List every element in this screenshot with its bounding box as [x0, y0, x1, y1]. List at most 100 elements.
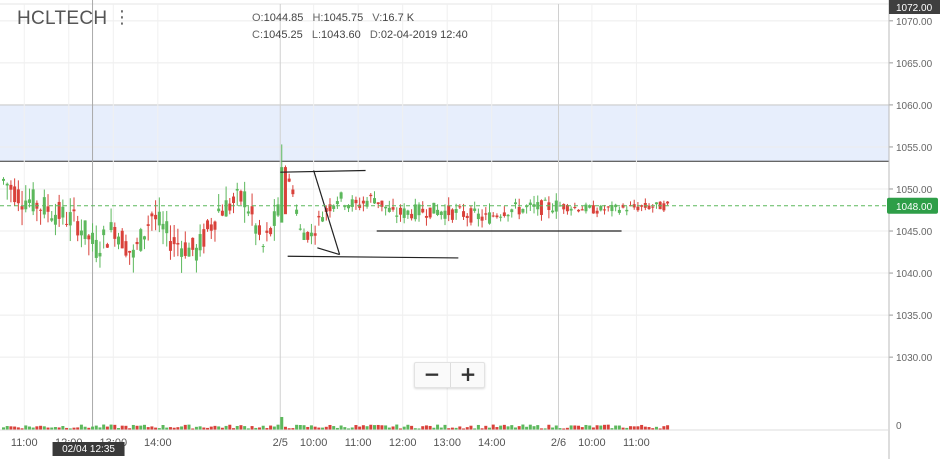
- volume-bar: [413, 428, 417, 430]
- crosshair-time-badge: [52, 442, 125, 456]
- y-tick-label: 1050.00: [896, 185, 933, 196]
- x-tick-label: 14:00: [478, 437, 506, 449]
- symbol-title[interactable]: HCLTECH: [17, 8, 108, 29]
- candle-body: [79, 230, 83, 236]
- volume-bar: [117, 428, 121, 430]
- x-tick-label: 11:00: [623, 437, 650, 449]
- volume-bar: [298, 425, 302, 430]
- candles-layer: [2, 144, 670, 273]
- volume-bar: [150, 426, 154, 430]
- volume-bar: [9, 426, 13, 430]
- x-tick-label: 2/5: [273, 437, 288, 449]
- volume-bar: [599, 425, 603, 430]
- volume-bar: [265, 428, 269, 430]
- candle-body: [94, 239, 98, 258]
- candle-body: [202, 229, 206, 247]
- candle-body: [332, 205, 336, 209]
- candle-body: [376, 202, 380, 205]
- low-value: 1043.60: [321, 29, 361, 41]
- candle-body: [413, 204, 417, 220]
- x-tick-label: 10:00: [578, 437, 606, 449]
- candle-body: [432, 202, 436, 214]
- volume-bar: [57, 427, 61, 430]
- resistance-zone: [0, 104, 889, 162]
- drawn-trendline: [287, 255, 459, 259]
- volume-bar: [410, 425, 414, 430]
- candle-body: [395, 215, 399, 217]
- volume-bar: [213, 425, 217, 430]
- volume-bar: [39, 425, 43, 430]
- candle-body: [536, 202, 540, 210]
- candle-body: [61, 206, 65, 218]
- date-value: 02-04-2019 12:40: [380, 29, 468, 41]
- ohlc-readout-row-2: C:1045.25 L:1043.60 D:02-04-2019 12:40: [252, 29, 468, 41]
- candle-body: [528, 202, 532, 206]
- volume-bar: [543, 428, 547, 430]
- candle-body: [157, 211, 161, 226]
- candle-body: [610, 205, 614, 212]
- candle-body: [562, 204, 566, 210]
- candle-body: [198, 234, 202, 251]
- volume-bar: [480, 428, 484, 430]
- candle-body: [391, 207, 395, 210]
- candle-body: [577, 209, 581, 212]
- volume-bar: [168, 427, 172, 430]
- close-label: C:: [252, 29, 263, 41]
- candle-body: [339, 192, 343, 199]
- candle-body: [428, 207, 432, 218]
- volume-bar: [209, 426, 213, 430]
- volume-bar: [654, 426, 658, 430]
- candle-body: [232, 196, 236, 204]
- zoom-in-button[interactable]: +: [450, 363, 485, 387]
- candle-body: [72, 209, 76, 212]
- zoom-out-button[interactable]: −: [423, 362, 441, 386]
- candle-body: [154, 214, 158, 220]
- volume-bar: [376, 424, 380, 430]
- candle-body: [261, 246, 265, 248]
- drawn-trendline: [313, 170, 341, 255]
- candle-body: [636, 206, 640, 211]
- volume-bar: [365, 426, 369, 430]
- candle-body: [283, 167, 287, 215]
- volume-bar: [476, 424, 480, 430]
- volume-bar: [569, 425, 573, 430]
- y-tick-label: 1060.00: [896, 101, 933, 112]
- volume-bar: [387, 427, 391, 430]
- volume-bar: [283, 426, 287, 430]
- x-tick-label: 14:00: [144, 437, 172, 449]
- candle-body: [495, 215, 499, 218]
- volume-bar: [532, 426, 536, 430]
- candle-body: [406, 210, 410, 215]
- candle-body: [254, 225, 258, 234]
- candle-body: [187, 247, 191, 257]
- candle-body: [217, 208, 221, 212]
- more-options-icon[interactable]: ⋮: [113, 7, 131, 28]
- candle-body: [220, 210, 224, 216]
- volume-bar: [588, 425, 592, 430]
- volume-bar: [154, 427, 158, 430]
- volume-bar: [87, 427, 91, 430]
- x-tick-label: 11:00: [345, 437, 372, 449]
- volume-bar: [124, 425, 128, 430]
- candle-body: [206, 220, 210, 230]
- candle-body: [257, 225, 261, 235]
- volume-bar: [632, 426, 636, 430]
- volume-bar: [584, 424, 588, 430]
- volume-bar: [547, 424, 551, 430]
- volume-bar: [46, 427, 50, 430]
- y-tick-label: 1040.00: [896, 269, 933, 280]
- volume-bar: [417, 428, 421, 430]
- candle-body: [465, 215, 469, 218]
- candle-body: [24, 200, 28, 210]
- candle-body: [462, 211, 466, 217]
- volume-bar: [79, 424, 83, 430]
- candle-body: [417, 204, 421, 216]
- y-tick-label: 1030.00: [896, 353, 933, 364]
- volume-bar: [272, 426, 276, 430]
- volume-bar: [83, 426, 87, 430]
- candle-body: [565, 205, 569, 212]
- candle-body: [606, 206, 610, 208]
- candle-body: [625, 209, 629, 212]
- candle-body: [291, 189, 295, 195]
